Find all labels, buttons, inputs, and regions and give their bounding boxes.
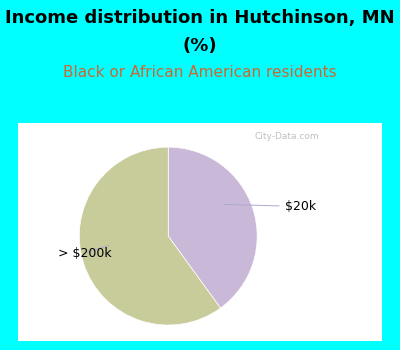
Wedge shape [168, 147, 257, 308]
Text: $20k: $20k [224, 200, 316, 213]
Text: City-Data.com: City-Data.com [255, 132, 320, 141]
Text: Income distribution in Hutchinson, MN: Income distribution in Hutchinson, MN [5, 9, 395, 27]
Text: > $200k: > $200k [58, 245, 112, 260]
Text: Black or African American residents: Black or African American residents [63, 65, 337, 80]
Wedge shape [79, 147, 220, 325]
Text: (%): (%) [183, 37, 217, 55]
